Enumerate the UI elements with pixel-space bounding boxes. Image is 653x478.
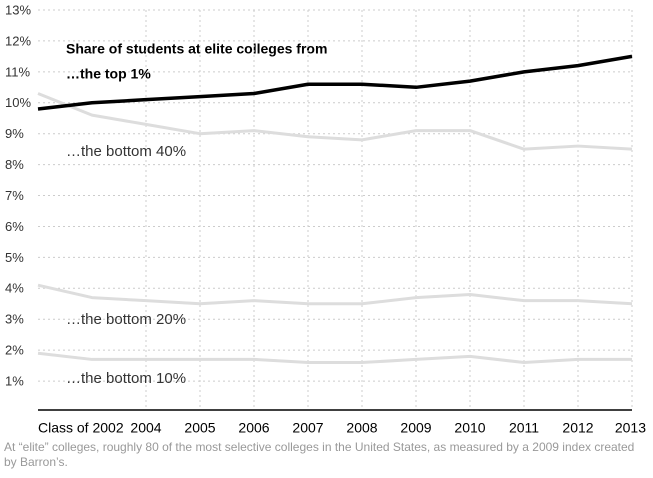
series-line [37, 54, 633, 111]
series-label: …the bottom 40% [66, 143, 186, 160]
x-tick-label: 2010 [454, 420, 485, 436]
series-line [37, 92, 633, 151]
x-tick-label: 2013 [615, 420, 646, 436]
x-tick-label: 2009 [400, 420, 431, 436]
y-tick-label: 9% [5, 126, 24, 141]
x-tick-label: 2011 [509, 420, 539, 436]
y-tick-label: 10% [5, 95, 31, 110]
x-tick-label: 2012 [562, 420, 593, 436]
footnote: At “elite” colleges, roughly 80 of the m… [4, 440, 635, 469]
series-line [37, 283, 633, 306]
y-tick-label: 13% [5, 2, 31, 17]
x-tick-label: 2007 [292, 420, 323, 436]
x-tick-label: 2008 [346, 420, 377, 436]
series-label: …the bottom 10% [66, 370, 186, 387]
y-tick-label: 4% [5, 281, 24, 296]
y-tick-label: 3% [5, 312, 24, 327]
x-tick-label: 2004 [130, 420, 161, 436]
series-label: …the bottom 20% [66, 311, 186, 328]
y-tick-label: 2% [5, 343, 24, 358]
series-label: …the top 1% [66, 66, 151, 82]
y-tick-label: 7% [5, 188, 24, 203]
x-tick-label: 2006 [238, 420, 269, 436]
y-tick-label: 6% [5, 219, 24, 234]
y-tick-label: 11% [5, 64, 30, 79]
series-line [37, 351, 632, 365]
y-tick-label: 8% [5, 157, 24, 172]
y-tick-label: 1% [5, 374, 24, 389]
y-tick-label: 5% [5, 250, 24, 265]
x-tick-label: 2005 [184, 420, 215, 436]
y-tick-label: 12% [5, 33, 31, 48]
chart: Share of students at elite colleges from… [5, 2, 646, 436]
chart-title: Share of students at elite colleges from [66, 41, 327, 57]
x-tick-label: Class of 2002 [38, 420, 124, 436]
